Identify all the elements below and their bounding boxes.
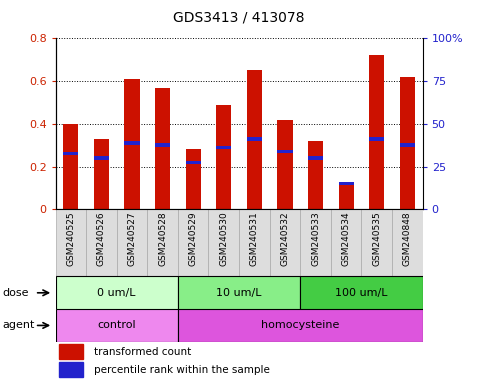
Bar <box>147 209 178 276</box>
Text: GSM240531: GSM240531 <box>250 211 259 266</box>
Text: GSM240530: GSM240530 <box>219 211 228 266</box>
Bar <box>86 209 117 276</box>
Bar <box>178 309 423 342</box>
Text: GSM240526: GSM240526 <box>97 211 106 266</box>
Bar <box>277 119 293 209</box>
Bar <box>56 309 178 342</box>
Bar <box>400 77 415 209</box>
Bar <box>392 209 423 276</box>
Text: GDS3413 / 413078: GDS3413 / 413078 <box>173 10 305 24</box>
Text: homocysteine: homocysteine <box>261 320 340 331</box>
Text: GSM240535: GSM240535 <box>372 211 381 266</box>
Text: GSM240533: GSM240533 <box>311 211 320 266</box>
Bar <box>209 209 239 276</box>
Bar <box>125 141 140 145</box>
Text: GSM240529: GSM240529 <box>189 211 198 266</box>
Bar <box>369 55 384 209</box>
Bar <box>56 276 178 309</box>
Text: dose: dose <box>2 288 29 298</box>
Text: 0 um/L: 0 um/L <box>98 288 136 298</box>
Text: control: control <box>98 320 136 331</box>
Bar <box>185 149 201 209</box>
Text: GSM240527: GSM240527 <box>128 211 137 266</box>
Bar <box>59 362 84 377</box>
Bar <box>308 156 323 160</box>
Text: 100 um/L: 100 um/L <box>335 288 388 298</box>
Bar <box>277 150 293 153</box>
Bar <box>339 182 354 209</box>
Bar <box>300 209 331 276</box>
Bar <box>125 79 140 209</box>
Bar <box>56 209 86 276</box>
Bar <box>270 209 300 276</box>
Bar <box>63 152 78 156</box>
Bar <box>155 144 170 147</box>
Bar <box>185 161 201 164</box>
Text: percentile rank within the sample: percentile rank within the sample <box>95 365 270 375</box>
Bar <box>94 139 109 209</box>
Text: GSM240848: GSM240848 <box>403 211 412 266</box>
Text: GSM240534: GSM240534 <box>341 211 351 266</box>
Bar <box>239 209 270 276</box>
Text: GSM240525: GSM240525 <box>66 211 75 266</box>
Bar <box>400 144 415 147</box>
Bar <box>369 137 384 141</box>
Bar <box>59 344 84 359</box>
Bar <box>117 209 147 276</box>
Text: 10 um/L: 10 um/L <box>216 288 262 298</box>
Text: transformed count: transformed count <box>95 347 192 357</box>
Bar <box>216 104 231 209</box>
Bar <box>178 209 209 276</box>
Bar <box>361 209 392 276</box>
Bar <box>216 146 231 149</box>
Bar <box>339 182 354 185</box>
Text: GSM240532: GSM240532 <box>281 211 289 266</box>
Bar <box>247 70 262 209</box>
Bar <box>178 276 300 309</box>
Bar <box>155 88 170 209</box>
Bar <box>331 209 361 276</box>
Text: GSM240528: GSM240528 <box>158 211 167 266</box>
Bar <box>63 124 78 209</box>
Bar <box>94 156 109 160</box>
Bar <box>247 137 262 141</box>
Text: agent: agent <box>2 320 35 331</box>
Bar <box>300 276 423 309</box>
Bar <box>308 141 323 209</box>
